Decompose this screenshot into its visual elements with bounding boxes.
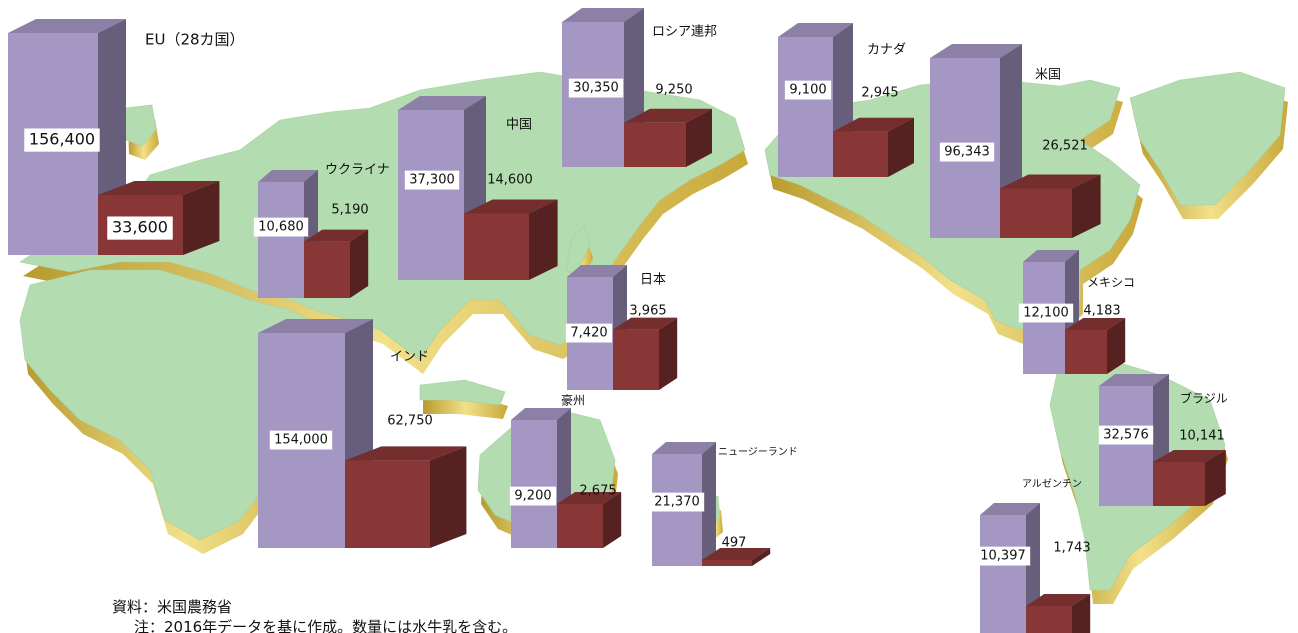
region-12-value-1: 10,397 [975,546,1031,566]
region-11-value-2: 10,141 [1179,429,1225,444]
region-11-value-1: 32,576 [1098,425,1154,445]
region-7-value-2: 4,183 [1083,304,1120,319]
svg-text:2,675: 2,675 [579,484,616,499]
region-4-value-2: 14,600 [487,173,533,188]
land-uk [124,104,159,160]
svg-text:10,397: 10,397 [980,549,1026,564]
svg-text:4,183: 4,183 [1083,304,1120,319]
region-2-bar-1 [778,23,853,177]
svg-text:7,420: 7,420 [570,326,607,341]
region-0-value-1: 156,400 [24,128,100,152]
region-11-bar-2 [1153,450,1226,506]
region-9-value-1: 9,200 [509,486,557,506]
svg-text:33,600: 33,600 [112,218,168,237]
svg-text:12,100: 12,100 [1023,306,1069,321]
svg-text:10,141: 10,141 [1179,429,1225,444]
region-6-value-1: 7,420 [565,323,613,343]
svg-text:21,370: 21,370 [654,495,700,510]
note-text: 注：2016年データを基に作成。数量には水牛乳を含む。 [134,618,518,633]
region-3-value-1: 96,343 [939,142,995,162]
region-1-bar-2 [624,108,712,167]
svg-text:14,600: 14,600 [487,173,533,188]
svg-text:26,521: 26,521 [1042,139,1088,154]
region-5-value-1: 10,680 [253,217,309,237]
region-9-bar-2 [557,492,622,548]
region-12-name: アルゼンチン [1022,478,1082,490]
region-10-name: ニュージーランド [718,446,798,458]
region-4-value-1: 37,300 [404,170,460,190]
svg-text:10,680: 10,680 [258,220,304,235]
svg-text:32,576: 32,576 [1103,428,1149,443]
svg-text:30,350: 30,350 [573,81,619,96]
labels-layer: EU（28カ国） 156,400 33,600 ロシア連邦 30,350 9,250 カナダ… [24,25,1228,566]
region-7-name: メキシコ [1087,276,1135,290]
region-8-bar-2 [345,446,467,548]
region-3-value-2: 26,521 [1042,139,1088,154]
svg-text:1,743: 1,743 [1053,541,1090,556]
region-10-bar-2 [702,548,771,566]
svg-text:37,300: 37,300 [409,173,455,188]
region-6-value-2: 3,965 [629,304,666,319]
land-indonesia [419,379,508,419]
svg-text:9,200: 9,200 [514,489,551,504]
region-3-bar-2 [1000,174,1101,238]
region-5-bar-2 [304,229,369,298]
region-8-value-1: 154,000 [269,430,333,450]
chart-footer: 資料：米国農務省 注：2016年データを基に作成。数量には水牛乳を含む。 [112,597,517,633]
region-10-value-2: 497 [722,536,747,551]
region-8-name: インド [390,350,429,365]
region-1-name: ロシア連邦 [652,25,717,40]
region-3-name: 米国 [1035,68,1061,83]
svg-text:154,000: 154,000 [274,433,328,448]
region-9-name: 豪州 [561,393,585,408]
region-6-bar-2 [613,317,678,390]
region-1-value-1: 30,350 [568,78,624,98]
region-4-name: 中国 [506,118,532,133]
svg-text:96,343: 96,343 [944,145,990,160]
land-greenland [1129,71,1288,219]
svg-text:5,190: 5,190 [331,203,368,218]
svg-text:9,250: 9,250 [655,83,692,98]
region-8-value-2: 62,750 [387,414,433,429]
region-12-value-2: 1,743 [1053,541,1090,556]
region-6-name: 日本 [640,273,666,288]
region-10-value-1: 21,370 [649,492,705,512]
region-5-bar-1 [258,170,318,298]
svg-text:9,100: 9,100 [789,83,826,98]
region-0-value-2: 33,600 [107,216,173,240]
region-0-name: EU（28カ国） [145,31,245,49]
region-2-value-1: 9,100 [784,80,832,100]
region-2-name: カナダ [867,43,906,58]
region-12-bar-2 [1026,594,1091,633]
region-4-bar-2 [464,199,558,280]
svg-text:62,750: 62,750 [387,414,433,429]
source-text: 資料：米国農務省 [112,598,233,616]
region-7-value-1: 12,100 [1018,303,1074,323]
region-5-value-2: 5,190 [331,203,368,218]
region-5-name: ウクライナ [325,163,390,178]
svg-text:497: 497 [722,536,747,551]
region-2-bar-2 [833,117,914,177]
svg-text:2,945: 2,945 [861,86,898,101]
region-9-value-2: 2,675 [579,484,616,499]
region-1-value-2: 9,250 [655,83,692,98]
region-2-value-2: 2,945 [861,86,898,101]
region-7-bar-2 [1065,318,1126,374]
svg-text:3,965: 3,965 [629,304,666,319]
region-11-bar-1 [1099,374,1169,506]
svg-text:156,400: 156,400 [29,130,95,149]
region-11-name: ブラジル [1180,391,1228,406]
